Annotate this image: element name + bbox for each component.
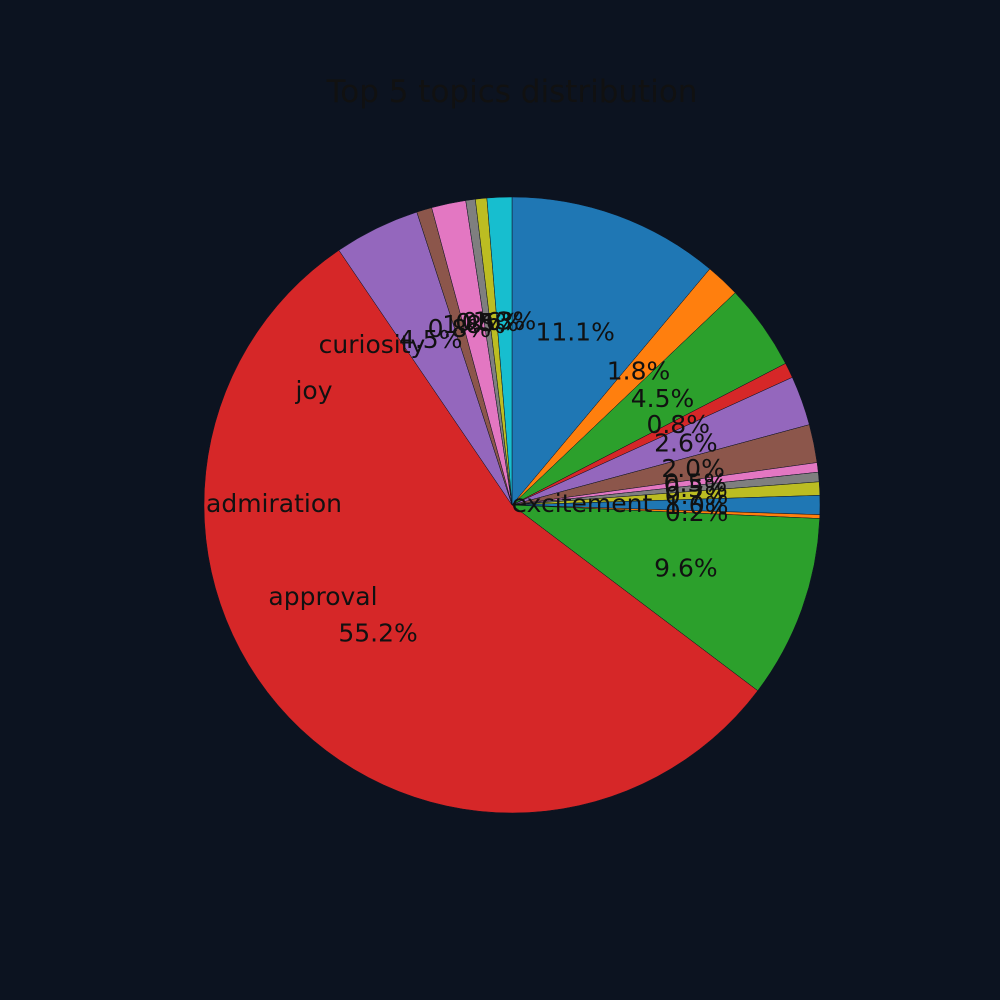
pie-slice-18 xyxy=(486,196,513,506)
slice-percent-label-5: 2.0% xyxy=(661,454,725,483)
slice-percent-label-6: 0.5% xyxy=(664,468,728,497)
slice-percent-label-9: 1.0% xyxy=(665,491,729,520)
slice-percent-label-4: 2.6% xyxy=(654,428,718,457)
category-label-joy: joy xyxy=(294,376,332,405)
slice-percent-label-15: 1.8% xyxy=(442,310,506,339)
slice-percent-label-11: 9.6% xyxy=(654,554,718,583)
slice-percent-label-13: 4.5% xyxy=(399,325,463,354)
slice-percent-label-12: 55.2% xyxy=(338,618,417,647)
slice-percent-label-2: 4.5% xyxy=(631,384,695,413)
percent-labels: 11.1%1.8%4.5%0.8%2.6%2.0%0.5%0.5%0.7%1.0… xyxy=(338,306,728,647)
slice-percent-label-1: 1.8% xyxy=(607,356,671,385)
category-labels: curiosity joy admiration approval excite… xyxy=(206,330,652,611)
pie-slice-12 xyxy=(203,249,759,814)
category-label-curiosity: curiosity xyxy=(319,330,426,359)
pie-slices xyxy=(203,196,821,814)
slice-percent-label-17: 0.6% xyxy=(462,307,526,336)
slice-percent-label-10: 0.2% xyxy=(665,498,729,527)
slice-percent-label-16: 0.5% xyxy=(455,308,519,337)
slice-percent-label-14: 0.8% xyxy=(428,314,492,343)
slice-percent-label-18: 1.3% xyxy=(473,306,537,335)
category-label-admiration: admiration xyxy=(206,489,342,518)
pie-slice-11 xyxy=(511,504,820,692)
category-label-excitement: excitement xyxy=(512,489,653,518)
pie-slice-0 xyxy=(511,196,711,506)
category-label-approval: approval xyxy=(268,582,377,611)
slice-percent-label-3: 0.8% xyxy=(646,410,710,439)
slice-percent-label-7: 0.5% xyxy=(664,474,728,503)
chart-title: Top 5 topics distribution xyxy=(326,74,698,110)
slice-percent-label-8: 0.7% xyxy=(665,481,729,510)
slice-percent-label-0: 11.1% xyxy=(535,317,614,346)
